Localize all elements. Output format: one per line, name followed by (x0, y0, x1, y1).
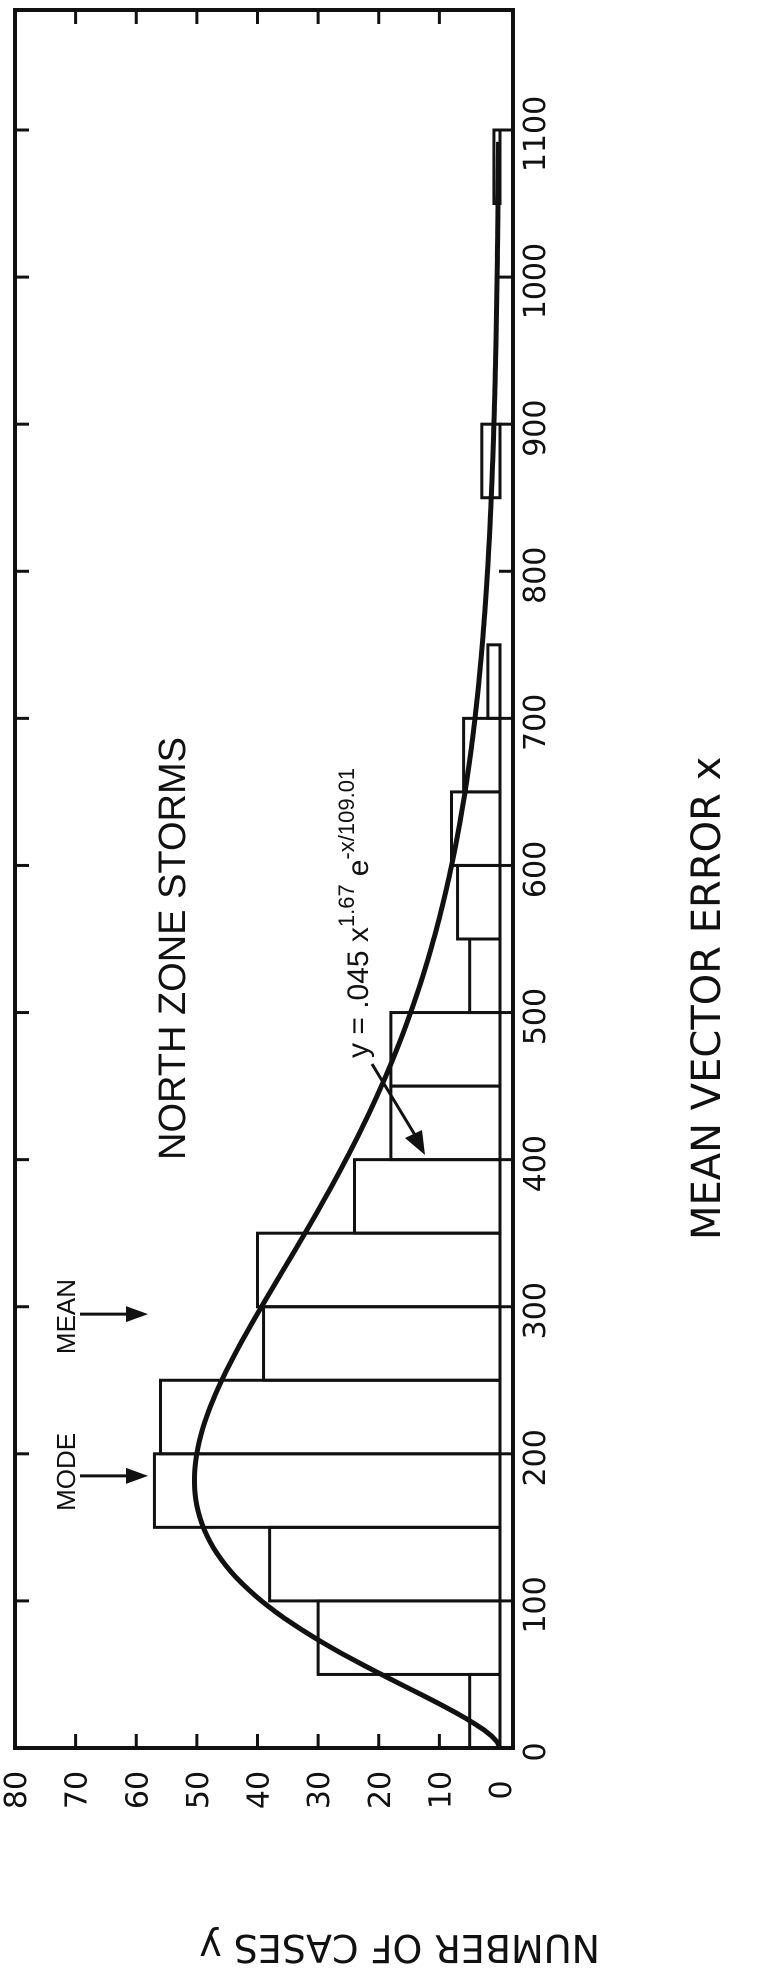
x-tick-label: 800 (518, 547, 553, 604)
histogram-bar (316, 1599, 502, 1676)
histogram-bar (389, 1011, 502, 1088)
histogram-bar (353, 1158, 502, 1235)
x-tick-label: 600 (518, 841, 553, 898)
histogram-bar (159, 1378, 502, 1456)
histogram-bar (456, 863, 502, 941)
y-tick-label: 30 (302, 1771, 337, 1809)
curve-arrow (370, 1063, 425, 1155)
x-tick-label: 1100 (518, 96, 553, 172)
mode-label: MODE (51, 1433, 81, 1511)
x-tick-label: 1000 (518, 243, 553, 319)
mode-arrow-head (126, 1467, 148, 1484)
histogram-bar (152, 1452, 502, 1529)
histogram-bar (256, 1231, 502, 1309)
histogram-bar (486, 643, 502, 720)
histogram-bar (468, 937, 502, 1015)
chart-title: NORTH ZONE STORMS (152, 737, 194, 1160)
plot-area (13, 8, 515, 1750)
mean-arrow-head (126, 1306, 148, 1323)
y-tick-label: 20 (363, 1771, 398, 1809)
x-tick-label: 900 (518, 400, 553, 457)
x-tick-label: 100 (518, 1576, 553, 1633)
x-tick-label: 0 (518, 1742, 553, 1761)
x-tick-label: 700 (518, 694, 553, 751)
curve-equation-label: y = .045 x1.67e-x/109.01 (334, 768, 375, 1058)
y-tick-label: 40 (242, 1771, 277, 1809)
y-axis-title: NUMBER OF CASES y (199, 1926, 600, 1970)
y-tick-label: 10 (423, 1771, 458, 1809)
fitted-curve (192, 141, 503, 1750)
histogram-bar (268, 1525, 502, 1603)
mean-arrow (80, 1306, 148, 1323)
svg-text:y = .045 x1.67e-x/109.01: y = .045 x1.67e-x/109.01 (334, 768, 375, 1058)
y-tick-label: 70 (60, 1771, 95, 1809)
mode-arrow (80, 1467, 148, 1484)
x-tick-label: 300 (518, 1282, 553, 1339)
x-tick-label: 500 (518, 988, 553, 1045)
plot-frame (13, 8, 515, 1750)
y-tick-label: 50 (181, 1771, 216, 1809)
x-tick-label: 200 (518, 1429, 553, 1486)
axis-ticks: 0 100 200 300 400 500 600 700 800 900 1000 1100 0 10 2… (0, 10, 553, 1809)
y-tick-label: 60 (120, 1771, 155, 1809)
y-tick-label: 0 (484, 1780, 519, 1799)
x-tick-label: 400 (518, 1135, 553, 1192)
x-axis-title: MEAN VECTOR ERROR x (684, 757, 730, 1240)
histogram-bar (462, 716, 502, 794)
histogram-bar (262, 1305, 502, 1382)
y-tick-label: 80 (0, 1771, 34, 1809)
mean-label: MEAN (51, 1279, 81, 1354)
